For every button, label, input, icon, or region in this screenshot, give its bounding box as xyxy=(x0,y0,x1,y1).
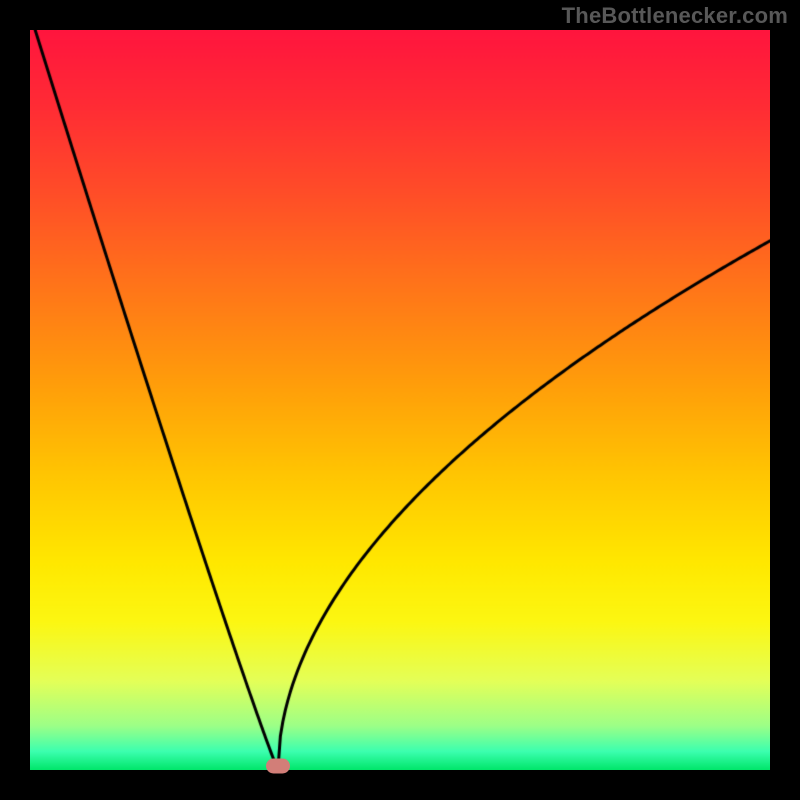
plot-area xyxy=(30,30,770,770)
gradient-curve-canvas xyxy=(30,30,770,770)
chart-container: TheBottlenecker.com xyxy=(0,0,800,800)
watermark-text: TheBottlenecker.com xyxy=(562,3,788,29)
vertex-marker xyxy=(266,758,290,773)
